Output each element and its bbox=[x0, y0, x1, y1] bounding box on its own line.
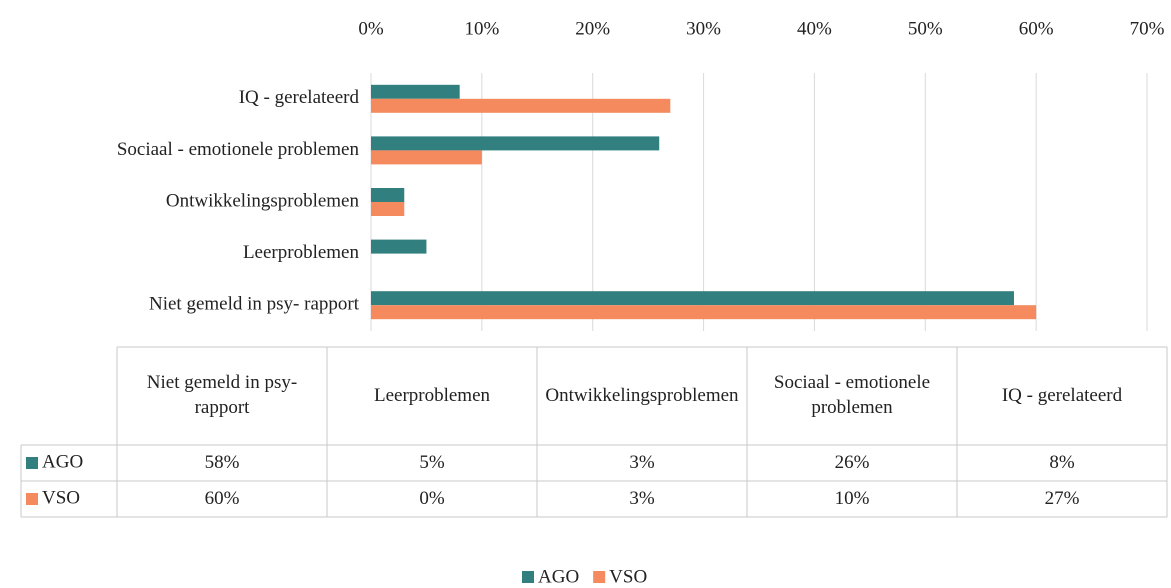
legend-key bbox=[26, 493, 38, 505]
table-header: Ontwikkelingsproblemen bbox=[545, 384, 739, 406]
bar bbox=[371, 188, 405, 202]
table-value: 58% bbox=[204, 451, 240, 473]
bar bbox=[371, 84, 460, 99]
table-value: 10% bbox=[834, 487, 870, 509]
legend-key bbox=[26, 457, 38, 469]
x-tick-label: 50% bbox=[908, 18, 943, 39]
category-label: IQ - gerelateerd bbox=[239, 87, 360, 108]
table-value: 3% bbox=[629, 451, 655, 473]
x-tick-label: 20% bbox=[575, 18, 610, 39]
x-tick-label: 60% bbox=[1019, 18, 1054, 39]
table-value: 0% bbox=[419, 487, 445, 509]
x-tick-label: 0% bbox=[358, 18, 384, 39]
table-header: Sociaal - emotionele problemen bbox=[773, 372, 931, 418]
table-header: Niet gemeld in psy- rapport bbox=[146, 372, 298, 418]
bar bbox=[371, 136, 660, 151]
bar bbox=[371, 305, 1037, 320]
bar bbox=[371, 202, 405, 216]
category-label: Niet gemeld in psy- rapport bbox=[149, 294, 360, 315]
legend-key bbox=[593, 571, 606, 583]
category-label: Ontwikkelingsproblemen bbox=[166, 190, 360, 211]
category-label: Sociaal - emotionele problemen bbox=[117, 139, 360, 160]
table-header: Leerproblemen bbox=[373, 384, 491, 406]
category-label: Leerproblemen bbox=[243, 242, 360, 263]
table-value: 5% bbox=[419, 451, 445, 473]
x-tick-label: 70% bbox=[1130, 18, 1165, 39]
bar bbox=[371, 291, 1014, 306]
bar bbox=[371, 239, 427, 254]
table-value: 26% bbox=[834, 451, 870, 473]
table-header: IQ - gerelateerd bbox=[1001, 384, 1123, 406]
table-value: 60% bbox=[204, 487, 240, 509]
table-value: 27% bbox=[1044, 487, 1080, 509]
x-tick-label: 10% bbox=[464, 18, 499, 39]
x-tick-label: 30% bbox=[686, 18, 721, 39]
table-value: 3% bbox=[629, 487, 655, 509]
bar bbox=[371, 98, 671, 113]
x-tick-label: 40% bbox=[797, 18, 832, 39]
legend-label: VSO bbox=[42, 487, 80, 508]
table-value: 8% bbox=[1049, 451, 1075, 473]
legend-label: AGO bbox=[538, 566, 579, 587]
legend-label: VSO bbox=[609, 566, 647, 587]
legend: AGO VSO bbox=[522, 566, 647, 587]
bar bbox=[371, 150, 482, 165]
legend-key bbox=[522, 571, 534, 583]
legend-label: AGO bbox=[42, 451, 83, 472]
